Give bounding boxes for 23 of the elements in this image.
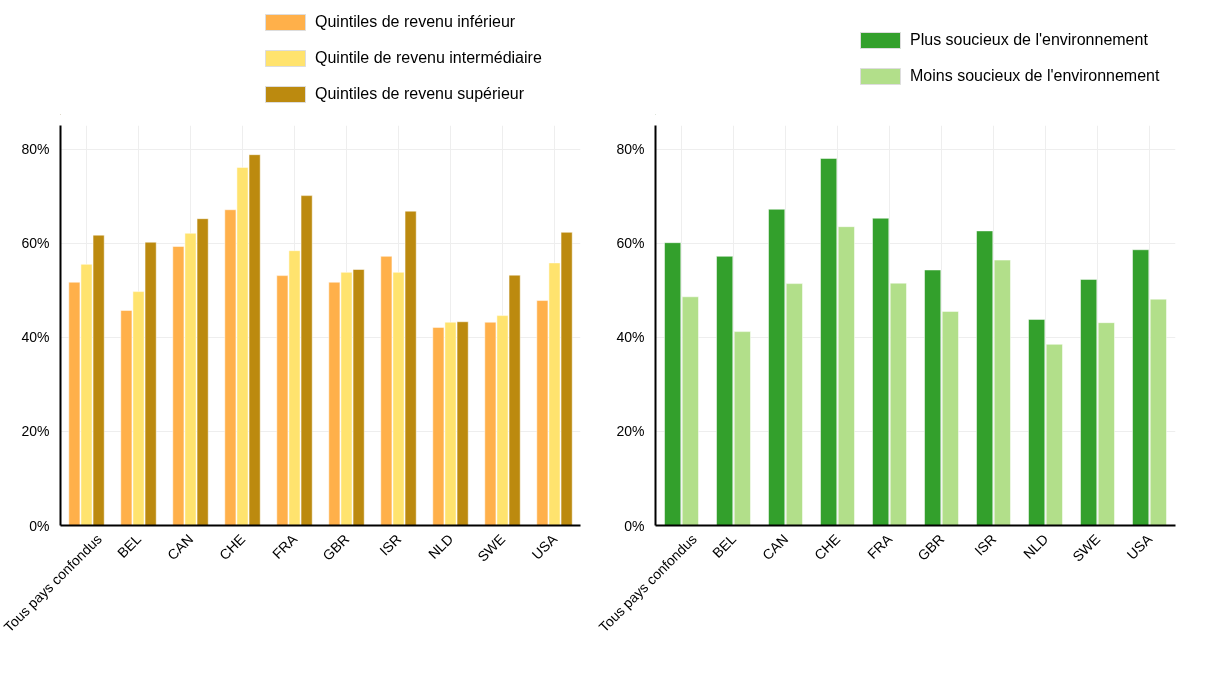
y-tick-label: 40% xyxy=(616,329,645,346)
y-tick-label: 80% xyxy=(616,141,645,158)
x-tick-label: BEL xyxy=(114,530,145,561)
y-tick-label: 60% xyxy=(616,235,645,252)
x-tick-label: BEL xyxy=(709,530,740,561)
x-tick-label: FRA xyxy=(269,530,301,562)
legend-label: Plus soucieux de l'environnement xyxy=(910,29,1148,50)
y-tick-label: 0% xyxy=(29,517,50,534)
y-tick-label: 60% xyxy=(21,235,50,252)
legend-label: Moins soucieux de l'environnement xyxy=(910,65,1160,86)
legend-label: Quintile de revenu intermédiaire xyxy=(315,47,542,68)
x-tick-label: USA xyxy=(1123,530,1156,563)
legend-label: Quintiles de revenu supérieur xyxy=(315,83,525,104)
y-tick-label: 40% xyxy=(21,329,50,346)
x-tick-label: FRA xyxy=(864,530,896,562)
y-tick-label: 0% xyxy=(624,517,645,534)
y-tick-label: 20% xyxy=(21,423,50,440)
y-tick-label: 80% xyxy=(21,141,50,158)
x-tick-label: ISR xyxy=(376,530,405,559)
legend-label: Quintiles de revenu inférieur xyxy=(315,11,516,32)
x-tick-label: USA xyxy=(528,530,561,563)
y-tick-label: 20% xyxy=(616,423,645,440)
x-tick-label: ISR xyxy=(971,530,1000,559)
